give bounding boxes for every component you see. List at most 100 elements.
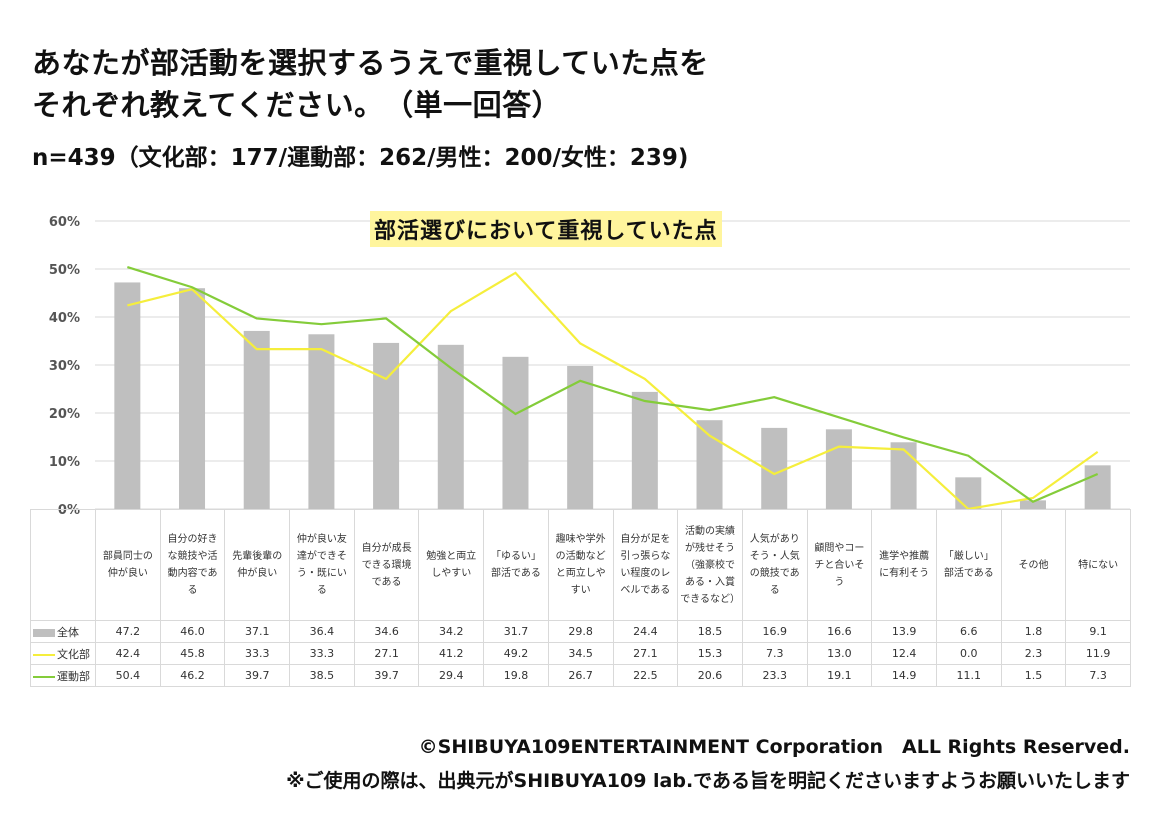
data-value: 34.6 [353, 620, 420, 643]
page-title: あなたが部活動を選択するうえで重視していた点を それぞれ教えてください。 （単一回… [32, 42, 709, 126]
data-value: 33.3 [289, 642, 355, 665]
data-value: 11.1 [935, 664, 1002, 687]
data-value: 0.0 [935, 642, 1002, 665]
data-value: 11.9 [1065, 642, 1131, 665]
category-label: 勉強と両立しやすい [418, 509, 485, 621]
data-value: 33.3 [224, 642, 291, 665]
data-value: 50.4 [95, 664, 161, 687]
data-value: 31.7 [483, 620, 549, 643]
data-value: 1.8 [1000, 620, 1067, 643]
data-value: 16.9 [741, 620, 808, 643]
category-label: 特にない [1065, 509, 1131, 621]
category-label: その他 [1000, 509, 1067, 621]
data-value: 27.1 [612, 642, 679, 665]
data-value: 20.6 [677, 664, 743, 687]
bar-11 [825, 429, 852, 509]
data-value: 26.7 [547, 664, 614, 687]
bar-7 [567, 365, 594, 509]
data-value: 41.2 [418, 642, 485, 665]
data-value: 47.2 [95, 620, 161, 643]
data-value: 9.1 [1065, 620, 1131, 643]
data-value: 6.6 [935, 620, 1002, 643]
category-label: 仲が良い友達ができそう・既にいる [289, 509, 355, 621]
bar-5 [437, 344, 464, 509]
table-row: 全体 47.2 46.0 37.1 36.4 34.6 34.2 31.7 29.8 24.4 18… [30, 620, 1131, 643]
category-label: 自分が成長できる環境である [353, 509, 420, 621]
y-tick-label: 50% [49, 263, 80, 278]
data-table: 部員同士の仲が良い 自分の好きな競技や活動内容である 先輩後輩の仲が良い 仲が良い友達… [30, 509, 1131, 687]
category-label: 趣味や学外の活動などと両立しやすい [547, 509, 614, 621]
data-value: 7.3 [741, 642, 808, 665]
data-value: 46.0 [159, 620, 226, 643]
data-value: 13.9 [871, 620, 937, 643]
data-value: 39.7 [353, 664, 420, 687]
data-value: 7.3 [1065, 664, 1131, 687]
y-tick-label: 30% [49, 359, 80, 374]
bar-3 [308, 334, 335, 509]
data-value: 29.4 [418, 664, 485, 687]
bar-12 [890, 442, 917, 509]
category-label: 人気がありそう・人気の競技である [741, 509, 808, 621]
data-value: 22.5 [612, 664, 679, 687]
line-series-文化部 [127, 271, 1099, 511]
bar-1 [179, 288, 206, 509]
legend-swatch [33, 675, 55, 678]
series-name: 運動部 [57, 669, 90, 683]
data-value: 27.1 [353, 642, 420, 665]
data-value: 49.2 [483, 642, 549, 665]
data-value: 37.1 [224, 620, 291, 643]
data-value: 38.5 [289, 664, 355, 687]
data-value: 19.8 [483, 664, 549, 687]
table-row: 運動部 50.4 46.2 39.7 38.5 39.7 29.4 19.8 26.7 22.5 2… [30, 664, 1131, 687]
title-line-1: あなたが部活動を選択するうえで重視していた点を [32, 46, 709, 80]
legend-swatch [33, 653, 55, 656]
category-label: 部員同士の仲が良い [95, 509, 161, 621]
legend-swatch [33, 628, 55, 637]
category-label: 進学や推薦に有利そう [871, 509, 937, 621]
data-value: 29.8 [547, 620, 614, 643]
data-value: 23.3 [741, 664, 808, 687]
data-value: 2.3 [1000, 642, 1067, 665]
bar-6 [502, 356, 529, 509]
category-label: 「ゆるい」部活である [483, 509, 549, 621]
sample-size: n=439（文化部：177/運動部：262/男性：200/女性：239) [32, 145, 689, 171]
bar-2 [243, 330, 270, 509]
bar-14 [1019, 500, 1046, 509]
series-name: 文化部 [57, 647, 90, 661]
data-value: 36.4 [289, 620, 355, 643]
title-line-2: それぞれ教えてください。 （単一回答） [32, 88, 562, 122]
data-value: 46.2 [159, 664, 226, 687]
category-label: 自分が足を引っ張らない程度のレベルである [612, 509, 679, 621]
data-value: 19.1 [806, 664, 873, 687]
chart-title: 部活選びにおいて重視していた点 [370, 211, 722, 247]
bar-9 [696, 420, 723, 509]
line-series-運動部 [127, 266, 1099, 504]
bar-13 [955, 477, 982, 509]
y-tick-label: 10% [49, 455, 80, 470]
usage-note: ※ご使用の際は、出典元がSHIBUYA109 lab.である旨を明記くださいます… [286, 770, 1130, 792]
data-value: 1.5 [1000, 664, 1067, 687]
category-label: 先輩後輩の仲が良い [224, 509, 291, 621]
data-value: 13.0 [806, 642, 873, 665]
data-value: 16.6 [806, 620, 873, 643]
bar-0 [114, 282, 141, 509]
category-label: 自分の好きな競技や活動内容である [159, 509, 226, 621]
copyright: ©SHIBUYA109ENTERTAINMENT Corporation ALL… [418, 736, 1130, 758]
series-name: 全体 [57, 625, 79, 639]
category-label: 活動の実績が残せそう（強豪校である・入賞できるなど） [677, 509, 743, 621]
category-label: 顧問やコーチと合いそう [806, 509, 873, 621]
data-value: 45.8 [159, 642, 226, 665]
bar-15 [1084, 465, 1111, 509]
y-tick-label: 20% [49, 407, 80, 422]
y-tick-label: 40% [49, 311, 80, 326]
data-value: 39.7 [224, 664, 291, 687]
data-value: 12.4 [871, 642, 937, 665]
data-value: 34.2 [418, 620, 485, 643]
data-value: 34.5 [547, 642, 614, 665]
y-tick-label: 60% [49, 215, 80, 230]
data-value: 42.4 [95, 642, 161, 665]
data-value: 15.3 [677, 642, 743, 665]
data-value: 14.9 [871, 664, 937, 687]
category-row: 部員同士の仲が良い 自分の好きな競技や活動内容である 先輩後輩の仲が良い 仲が良い友達… [30, 509, 1131, 621]
